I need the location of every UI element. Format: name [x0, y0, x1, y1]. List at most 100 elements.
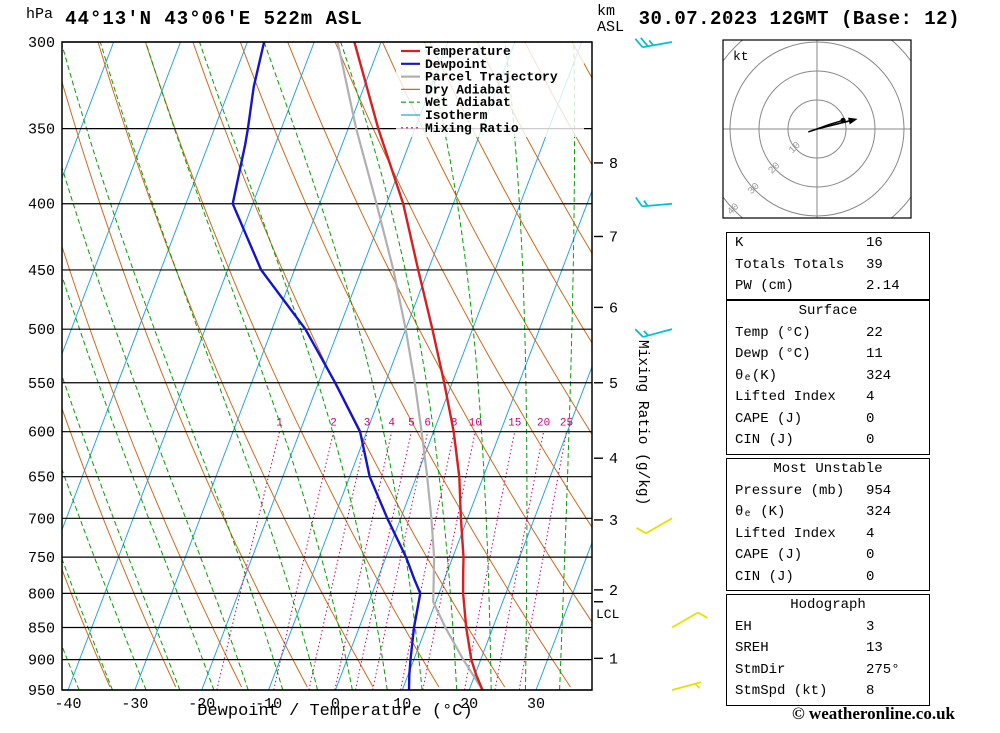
pressure-tick-label: 350: [28, 122, 55, 139]
isotherms: [62, 42, 592, 690]
temp-tick-label: 20: [460, 696, 478, 713]
legend-label: Parcel Trajectory: [425, 70, 558, 85]
table-section-header: Hodograph: [790, 597, 866, 613]
dewpoint-curve: [231, 42, 422, 690]
table-row: PW (cm) 2.14: [727, 276, 929, 298]
temp-tick-label: -20: [188, 696, 215, 713]
mixing-ratio-value-label: 20: [537, 418, 550, 430]
table-hodograph: Hodograph EH 3 SREH 13 StmDir 275° StmSpd (kt) 8: [726, 594, 930, 706]
km-tick-label: 5: [609, 376, 618, 393]
mixing-ratio-value-label: 6: [424, 418, 431, 430]
pressure-tick-label: 950: [28, 683, 55, 700]
table-row-value: 0: [866, 432, 875, 448]
table-most-unstable: Most Unstable Pressure (mb) 954 θₑ (K) 324 Li…: [726, 458, 930, 591]
table-row: SREH 13: [727, 638, 929, 660]
pressure-tick-label: 850: [28, 620, 55, 637]
isobars: 300 350 400 450 500 550 600 650 700 750 800 850 900 9…: [28, 35, 592, 700]
table-row-value: 275°: [866, 661, 900, 678]
km-tick-label: 6: [609, 300, 618, 317]
table-row-value: 954: [866, 482, 892, 499]
table-surface: Surface Temp (°C) 22 Dewp (°C) 11 θₑ(K) 324 Lif…: [726, 300, 930, 455]
table-row-value: 39: [866, 256, 883, 273]
table-row-value: 8: [866, 683, 875, 699]
table-row-value: 13: [866, 640, 883, 656]
wind-barb: [671, 681, 702, 691]
pressure-tick-label: 550: [28, 376, 55, 393]
table-row-label: Totals Totals: [735, 256, 845, 273]
table-row-value: 4: [866, 389, 875, 405]
km-tick-label: 2: [609, 583, 618, 600]
legend-label: Mixing Ratio: [425, 121, 519, 136]
legend-label: Isotherm: [425, 108, 488, 123]
table-row-value: 2.14: [866, 278, 900, 294]
mixing-ratio-value-label: 10: [469, 418, 482, 430]
plot-border: [61, 41, 593, 691]
km-tick-label: 3: [609, 513, 618, 530]
km-tick-label: 4: [609, 451, 618, 468]
mixing-ratio-value-label: 15: [508, 418, 521, 430]
table-row-value: 0: [866, 568, 875, 585]
temp-tick-label: 10: [393, 696, 411, 713]
table-row: CIN (J) 0: [727, 430, 929, 452]
pressure-tick-label: 650: [28, 470, 55, 487]
storm-motion-arrowhead: [848, 117, 858, 125]
table-row: Totals Totals 39: [727, 255, 929, 277]
table-row-label: CIN (J): [735, 568, 794, 585]
table-row-label: Lifted Index: [735, 389, 836, 405]
table-row: StmSpd (kt) 8: [727, 681, 929, 703]
mixing-ratio-value-label: 4: [388, 418, 395, 430]
altitude-unit-km: km: [597, 3, 616, 20]
table-row-value: 0: [866, 547, 875, 563]
table-row-value: 0: [866, 410, 875, 427]
table-row: Temp (°C) 22: [727, 323, 929, 345]
hodograph-ring-label: 10: [787, 140, 803, 156]
temp-tick-label: 30: [527, 696, 545, 713]
pressure-axis-unit: hPa: [26, 6, 54, 23]
table-row-label: Pressure (mb): [735, 482, 845, 499]
lcl-label: LCL: [596, 607, 619, 622]
table-row-value: 4: [866, 525, 875, 542]
temperature-curve: [353, 42, 484, 690]
legend-label: Wet Adiabat: [425, 95, 511, 110]
table-row-label: Dewp (°C): [735, 346, 811, 362]
temp-tick-label: -10: [255, 696, 282, 713]
wet-adiabats: [62, 42, 575, 690]
table-row-label: StmDir: [735, 661, 786, 678]
table-row-value: 11: [866, 346, 883, 362]
table-section-header: Surface: [798, 303, 858, 319]
table-row-label: PW (cm): [735, 278, 794, 294]
table-row-value: 22: [866, 324, 883, 341]
pressure-tick-label: 800: [28, 586, 55, 603]
legend-label: Temperature: [425, 44, 511, 59]
km-tick-label: 7: [609, 229, 618, 246]
table-row-label: Temp (°C): [735, 324, 811, 341]
temp-tick-label: -40: [54, 696, 81, 713]
parcel-trajectory-curve: [336, 42, 484, 690]
mixing-ratio-value-label: 5: [408, 418, 415, 430]
table-row-label: CAPE (J): [735, 410, 803, 427]
pressure-tick-label: 900: [28, 653, 55, 670]
wind-barb: [634, 37, 673, 49]
table-row: Dewp (°C) 11: [727, 344, 929, 366]
table-row: CIN (J) 0: [727, 567, 929, 589]
table-row: CAPE (J) 0: [727, 545, 929, 567]
table-row-label: θₑ (K): [735, 504, 786, 520]
km-axis: 1 2 3 4 5 6 7 8 LCL: [594, 156, 619, 668]
wind-barb: [636, 517, 673, 535]
mixing-ratio-value-label: 2: [330, 418, 337, 430]
pressure-tick-label: 400: [28, 197, 55, 214]
km-tick-label: 8: [609, 156, 618, 173]
table-row: CAPE (J) 0: [727, 409, 929, 431]
page-title: 44°13'N 43°06'E 522m ASL: [65, 8, 363, 30]
table-section-header: Most Unstable: [773, 461, 883, 477]
pressure-tick-label: 600: [28, 425, 55, 442]
legend-label: Dry Adiabat: [425, 82, 511, 97]
mixing-ratio-value-label: 25: [560, 418, 573, 430]
dry-adiabats: [62, 42, 592, 688]
temp-tick-label: 0: [331, 696, 340, 713]
table-row-label: CAPE (J): [735, 547, 803, 563]
